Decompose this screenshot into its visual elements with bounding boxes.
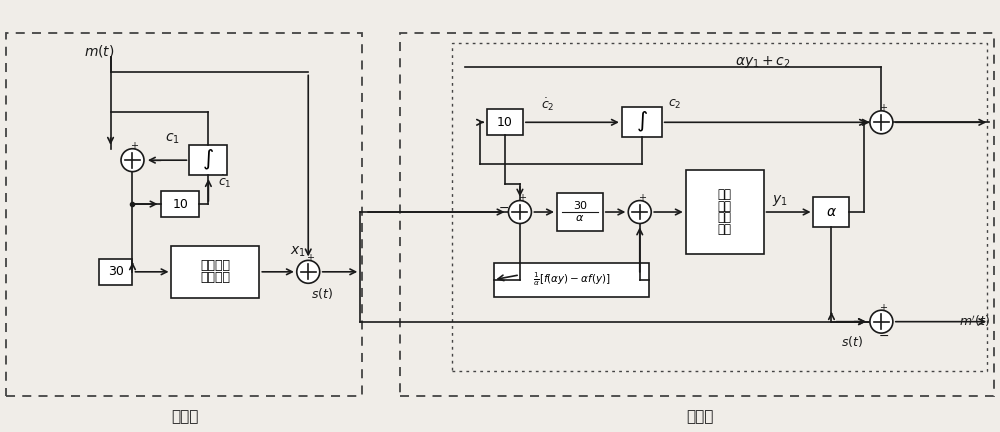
Text: $\alpha y_1+c_2$: $\alpha y_1+c_2$ <box>735 54 790 70</box>
Text: $m(t)$: $m(t)$ <box>84 42 114 58</box>
FancyBboxPatch shape <box>161 191 199 217</box>
Text: +: + <box>879 103 887 113</box>
Text: 响应: 响应 <box>718 212 732 225</box>
FancyBboxPatch shape <box>99 259 132 285</box>
FancyBboxPatch shape <box>622 107 662 137</box>
Text: $\frac{1}{\alpha}[f(\alpha y)-\alpha f(y)]$: $\frac{1}{\alpha}[f(\alpha y)-\alpha f(y… <box>533 271 611 288</box>
Circle shape <box>870 310 893 333</box>
Circle shape <box>297 260 320 283</box>
Text: 忆阻混沌: 忆阻混沌 <box>200 259 230 272</box>
Text: $c_2$: $c_2$ <box>668 98 681 111</box>
Text: +: + <box>306 253 314 263</box>
FancyBboxPatch shape <box>813 197 849 227</box>
Circle shape <box>508 200 531 223</box>
Text: +: + <box>879 303 887 313</box>
Text: $\alpha$: $\alpha$ <box>826 205 837 219</box>
Text: $\dot{c}_1$: $\dot{c}_1$ <box>218 174 232 191</box>
Text: 30: 30 <box>573 201 587 211</box>
Text: +: + <box>130 141 138 151</box>
Text: $x_1$: $x_1$ <box>290 245 306 259</box>
Text: 忆阻: 忆阻 <box>718 187 732 200</box>
Text: $s(t)$: $s(t)$ <box>311 286 333 301</box>
Text: $\int$: $\int$ <box>636 110 648 134</box>
FancyBboxPatch shape <box>494 263 649 297</box>
Text: 发送端: 发送端 <box>172 409 199 424</box>
Circle shape <box>870 111 893 134</box>
Text: $s(t)$: $s(t)$ <box>841 334 864 349</box>
Text: $m'(t)$: $m'(t)$ <box>959 314 990 330</box>
Text: 驱动系统: 驱动系统 <box>200 271 230 284</box>
FancyBboxPatch shape <box>686 170 764 254</box>
Circle shape <box>121 149 144 172</box>
Text: $c_1$: $c_1$ <box>165 132 180 146</box>
Text: $\alpha$: $\alpha$ <box>575 213 584 223</box>
Text: 10: 10 <box>497 116 513 129</box>
Text: +: + <box>638 193 646 203</box>
Text: 30: 30 <box>108 265 123 278</box>
Text: $y_1$: $y_1$ <box>772 193 787 207</box>
FancyBboxPatch shape <box>189 145 227 175</box>
Text: $-$: $-$ <box>150 153 162 167</box>
Text: 10: 10 <box>172 197 188 210</box>
FancyBboxPatch shape <box>487 109 523 135</box>
Text: 接收端: 接收端 <box>686 409 713 424</box>
Text: +: + <box>518 193 526 203</box>
Text: $\int$: $\int$ <box>202 148 214 172</box>
Text: $-$: $-$ <box>498 200 510 213</box>
Text: $\dot{c}_2$: $\dot{c}_2$ <box>541 96 555 113</box>
Circle shape <box>628 200 651 223</box>
FancyBboxPatch shape <box>557 193 603 231</box>
Text: 混沌: 混沌 <box>718 200 732 213</box>
Text: $-$: $-$ <box>878 329 889 342</box>
FancyBboxPatch shape <box>171 246 259 298</box>
Text: 系统: 系统 <box>718 223 732 236</box>
